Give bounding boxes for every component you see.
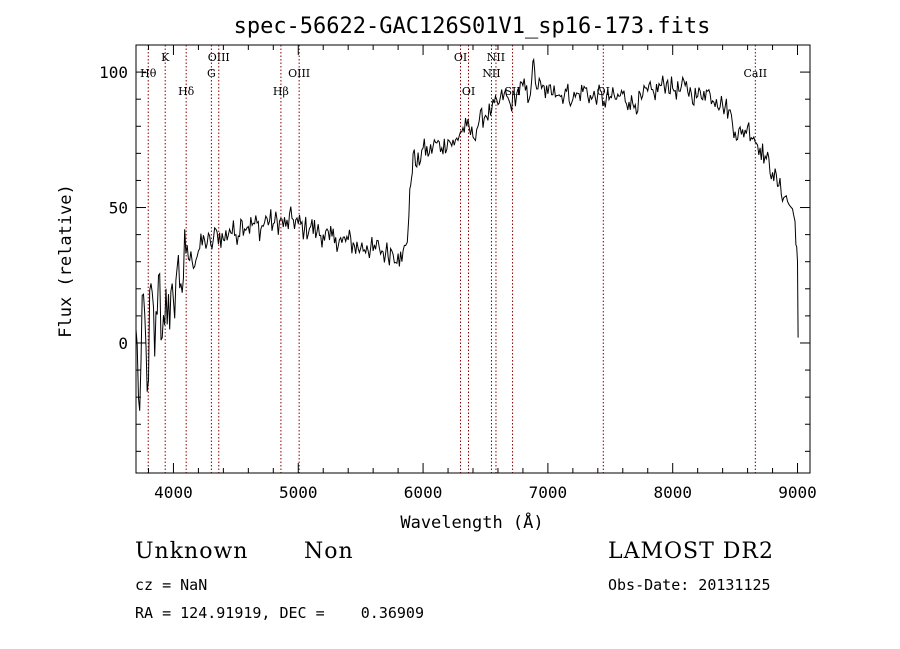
line-label: CaII — [743, 67, 767, 80]
line-label: G — [207, 67, 216, 80]
plot-frame — [135, 44, 811, 474]
class-label: Unknown — [135, 539, 249, 564]
x-tick-label: 9000 — [778, 483, 817, 502]
x-tick-label: 6000 — [404, 483, 443, 502]
line-label: OIII — [288, 67, 310, 80]
y-tick-label: 50 — [109, 199, 128, 218]
x-axis-label: Wavelength (Å) — [400, 511, 543, 533]
line-label: NII — [482, 67, 500, 80]
y-tick-label: 0 — [118, 334, 128, 353]
line-label: OIII — [208, 51, 230, 64]
spectrum-line — [135, 57, 799, 411]
line-label: K — [161, 51, 170, 64]
y-axis-label: Flux (relative) — [56, 184, 76, 338]
line-label: Hθ — [140, 67, 157, 80]
chart-title: spec-56622-GAC126S01V1_sp16-173.fits — [234, 14, 711, 39]
obs-date-value: Obs-Date: 20131125 — [608, 576, 771, 594]
x-tick-label: 4000 — [154, 483, 193, 502]
ra-dec-value: RA = 124.91919, DEC = 0.36909 — [135, 604, 424, 622]
line-label: Hβ — [273, 85, 289, 98]
line-label: NII — [487, 51, 505, 64]
x-tick-label: 7000 — [529, 483, 568, 502]
line-label: OI — [462, 85, 475, 98]
subclass-label: Non — [304, 539, 354, 564]
survey-label: LAMOST DR2 — [608, 539, 774, 564]
x-tick-label: 8000 — [653, 483, 692, 502]
line-label: Hδ — [178, 85, 195, 98]
x-tick-label: 5000 — [279, 483, 318, 502]
y-tick-label: 100 — [99, 63, 128, 82]
line-label: OI — [454, 51, 467, 64]
cz-value: cz = NaN — [135, 576, 208, 594]
